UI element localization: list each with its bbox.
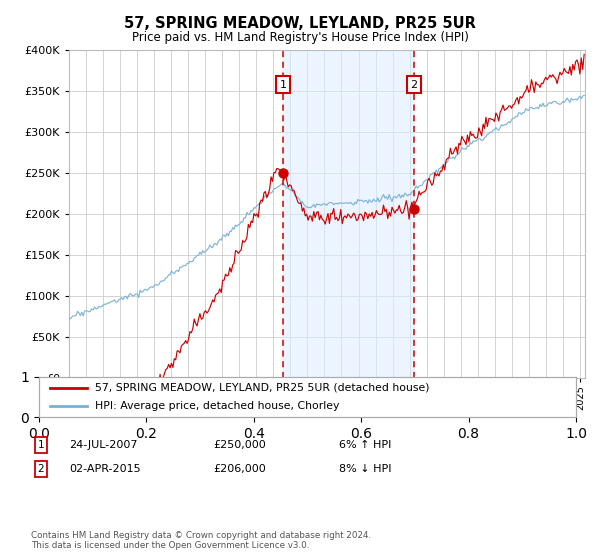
Text: 2: 2: [410, 80, 418, 90]
Text: 1: 1: [280, 80, 286, 90]
Text: 57, SPRING MEADOW, LEYLAND, PR25 5UR: 57, SPRING MEADOW, LEYLAND, PR25 5UR: [124, 16, 476, 31]
Text: 1: 1: [37, 440, 44, 450]
Text: 8% ↓ HPI: 8% ↓ HPI: [339, 464, 391, 474]
Text: Price paid vs. HM Land Registry's House Price Index (HPI): Price paid vs. HM Land Registry's House …: [131, 31, 469, 44]
Text: £206,000: £206,000: [213, 464, 266, 474]
Bar: [283, 50, 414, 378]
Text: Contains HM Land Registry data © Crown copyright and database right 2024.
This d: Contains HM Land Registry data © Crown c…: [31, 530, 371, 550]
Text: 57, SPRING MEADOW, LEYLAND, PR25 5UR (detached house): 57, SPRING MEADOW, LEYLAND, PR25 5UR (de…: [95, 383, 430, 393]
Text: 6% ↑ HPI: 6% ↑ HPI: [339, 440, 391, 450]
Text: 24-JUL-2007: 24-JUL-2007: [69, 440, 137, 450]
Text: £250,000: £250,000: [213, 440, 266, 450]
Text: HPI: Average price, detached house, Chorley: HPI: Average price, detached house, Chor…: [95, 402, 340, 411]
Text: 02-APR-2015: 02-APR-2015: [69, 464, 140, 474]
Text: 2: 2: [37, 464, 44, 474]
